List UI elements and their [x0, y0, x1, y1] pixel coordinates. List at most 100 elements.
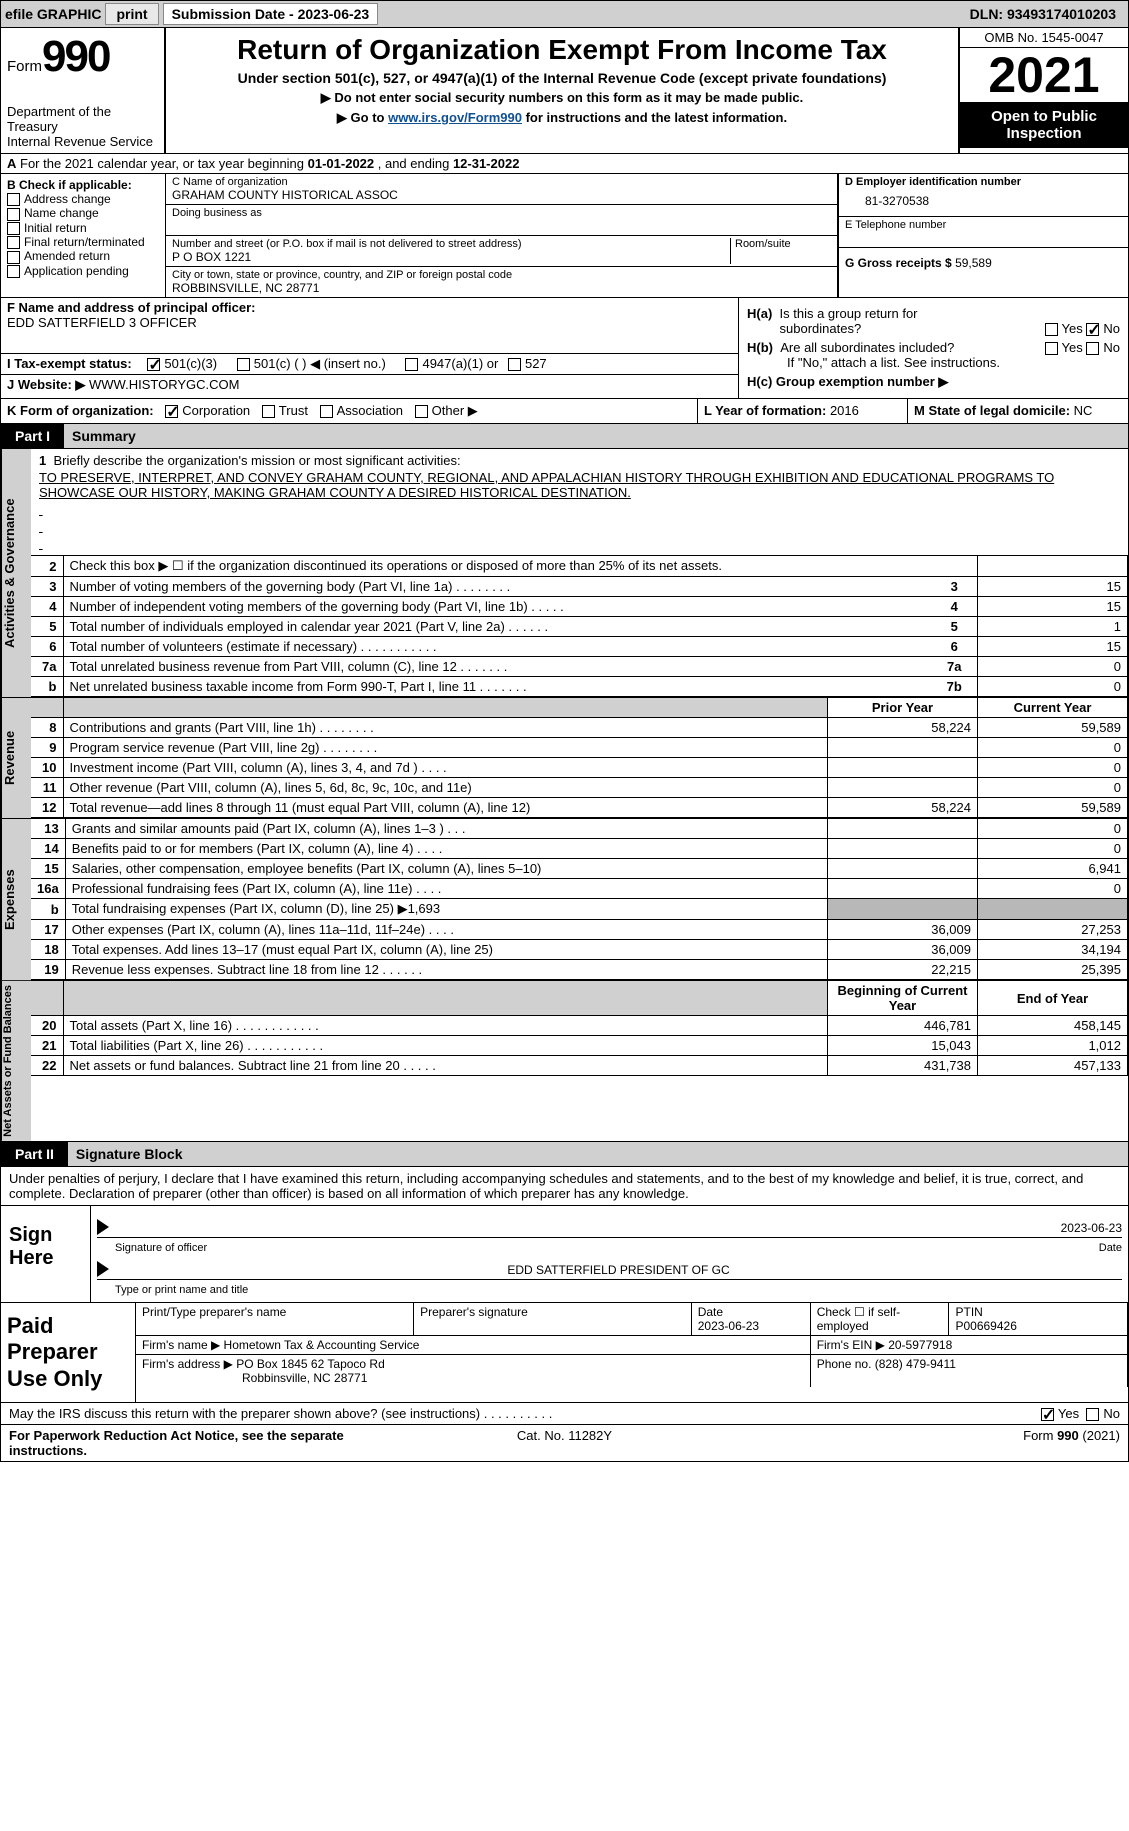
ptin-label: PTIN	[955, 1305, 982, 1319]
part1-header: Part I Summary	[0, 424, 1129, 449]
dept-treasury: Department of the Treasury	[7, 104, 158, 134]
room-label: Room/suite	[731, 238, 831, 264]
k-corp: Corporation	[182, 403, 250, 418]
part1-title: Summary	[64, 424, 1128, 448]
sign-body: 2023-06-23 Signature of officerDate EDD …	[91, 1206, 1128, 1302]
col-de: D Employer identification number 81-3270…	[838, 174, 1128, 297]
sec-left: F Name and address of principal officer:…	[1, 298, 738, 398]
print-button[interactable]: print	[105, 3, 158, 25]
opt-501c: 501(c) ( ) ◀ (insert no.)	[254, 356, 386, 371]
checkbox-501c3[interactable]	[147, 358, 160, 371]
sign-here-row: Sign Here 2023-06-23 Signature of office…	[0, 1206, 1129, 1303]
prep-name-label: Print/Type preparer's name	[142, 1305, 286, 1319]
prep-date-label: Date	[698, 1305, 723, 1319]
hb-yes-checkbox[interactable]	[1045, 342, 1058, 355]
ha-yes: Yes	[1062, 321, 1083, 336]
checkbox[interactable]	[7, 193, 20, 206]
street-value: P O BOX 1221	[172, 250, 726, 264]
header-right: OMB No. 1545-0047 2021 Open to Public In…	[958, 28, 1128, 153]
k-label: K Form of organization:	[7, 403, 154, 418]
hb-no: No	[1103, 340, 1120, 355]
arrow-icon	[97, 1261, 109, 1277]
city-cell: City or town, state or province, country…	[166, 267, 837, 297]
irs-label: Internal Revenue Service	[7, 134, 158, 149]
tel-label: E Telephone number	[845, 219, 1122, 231]
dln-label: DLN:	[970, 6, 1007, 22]
year-end: 12-31-2022	[453, 156, 520, 171]
firm-ein-label: Firm's EIN ▶	[817, 1338, 889, 1352]
checkbox[interactable]	[7, 251, 20, 264]
k-assoc-checkbox[interactable]	[320, 405, 333, 418]
may-discuss-row: May the IRS discuss this return with the…	[0, 1403, 1129, 1425]
paid-preparer-label: Paid Preparer Use Only	[1, 1303, 136, 1402]
may-no: No	[1103, 1406, 1120, 1421]
checkbox[interactable]	[7, 222, 20, 235]
governance-section: Activities & Governance 1 Briefly descri…	[0, 449, 1129, 698]
colb-item: Final return/terminated	[24, 235, 145, 249]
colb-item: Amended return	[24, 249, 110, 263]
checkbox[interactable]	[7, 236, 20, 249]
k-trust-checkbox[interactable]	[262, 405, 275, 418]
efile-label: efile GRAPHIC	[5, 6, 101, 22]
sig-decl-text: Under penalties of perjury, I declare th…	[9, 1171, 1083, 1201]
sign-here-label: Sign Here	[1, 1206, 91, 1302]
opt-501c3: 501(c)(3)	[164, 356, 217, 371]
firm-addr2: Robbinsville, NC 28771	[242, 1371, 367, 1385]
checkbox-4947[interactable]	[405, 358, 418, 371]
governance-table: 2Check this box ▶ ☐ if the organization …	[31, 556, 1128, 697]
colb-item: Name change	[24, 206, 99, 220]
hb-no-checkbox[interactable]	[1086, 342, 1099, 355]
label-a: A	[7, 156, 16, 171]
dba-label: Doing business as	[172, 207, 831, 219]
goto-post: for instructions and the latest informat…	[522, 110, 787, 125]
checkbox[interactable]	[7, 265, 20, 278]
f-value: EDD SATTERFIELD 3 OFFICER	[7, 315, 197, 330]
tax-year: 2021	[960, 48, 1128, 102]
street-cell: Number and street (or P.O. box if mail i…	[166, 236, 837, 267]
may-yes: Yes	[1058, 1406, 1079, 1421]
firm-addr-label: Firm's address ▶	[142, 1357, 233, 1371]
section-bcde: B Check if applicable: Address changeNam…	[0, 174, 1129, 298]
firm-addr-value: PO Box 1845 62 Tapoco Rd	[236, 1357, 385, 1371]
k-trust: Trust	[279, 403, 308, 418]
k-corp-checkbox[interactable]	[165, 405, 178, 418]
k-other-checkbox[interactable]	[415, 405, 428, 418]
form-word: Form	[7, 58, 42, 75]
street-label: Number and street (or P.O. box if mail i…	[172, 238, 726, 250]
mission-text: TO PRESERVE, INTERPRET, AND CONVEY GRAHA…	[39, 470, 1120, 500]
l-value: 2016	[830, 403, 859, 418]
sig-date-label: Date	[1099, 1242, 1122, 1254]
ein-value: 81-3270538	[865, 194, 1122, 208]
revenue-section: Revenue Prior YearCurrent Year8Contribut…	[0, 698, 1129, 819]
checkbox-527[interactable]	[508, 358, 521, 371]
phone-label: Phone no.	[817, 1357, 875, 1371]
paid-preparer-row: Paid Preparer Use Only Print/Type prepar…	[0, 1303, 1129, 1403]
checkbox-501c[interactable]	[237, 358, 250, 371]
hb-note: If "No," attach a list. See instructions…	[787, 355, 1000, 370]
org-name-cell: C Name of organization GRAHAM COUNTY HIS…	[166, 174, 837, 205]
footer-row: For Paperwork Reduction Act Notice, see …	[0, 1425, 1129, 1462]
ha-yes-checkbox[interactable]	[1045, 323, 1058, 336]
irs-link[interactable]: www.irs.gov/Form990	[388, 110, 522, 125]
ha-no-checkbox[interactable]	[1086, 323, 1099, 336]
k-assoc: Association	[337, 403, 403, 418]
dln: DLN: 93493174010203	[970, 6, 1124, 22]
checkbox[interactable]	[7, 208, 20, 221]
form-subtitle: Under section 501(c), 527, or 4947(a)(1)…	[174, 70, 950, 86]
expenses-section: Expenses 13Grants and similar amounts pa…	[0, 819, 1129, 981]
row-a: A For the 2021 calendar year, or tax yea…	[0, 154, 1129, 174]
k-other: Other ▶	[432, 403, 478, 418]
opt-527: 527	[525, 356, 547, 371]
org-name-value: GRAHAM COUNTY HISTORICAL ASSOC	[172, 188, 831, 202]
hc-label: H(c) Group exemption number ▶	[747, 374, 948, 389]
form-header: Form990 Department of the Treasury Inter…	[0, 28, 1129, 154]
may-no-checkbox[interactable]	[1086, 1408, 1099, 1421]
m-value: NC	[1074, 403, 1093, 418]
ptin-value: P00669426	[955, 1319, 1016, 1333]
may-yes-checkbox[interactable]	[1041, 1408, 1054, 1421]
colb-label: B Check if applicable:	[7, 178, 159, 192]
section-fghij: F Name and address of principal officer:…	[0, 298, 1129, 399]
row-k: K Form of organization: Corporation Trus…	[0, 399, 1129, 424]
netassets-table: Beginning of Current YearEnd of Year20To…	[31, 981, 1128, 1076]
part2-header: Part II Signature Block	[0, 1142, 1129, 1167]
